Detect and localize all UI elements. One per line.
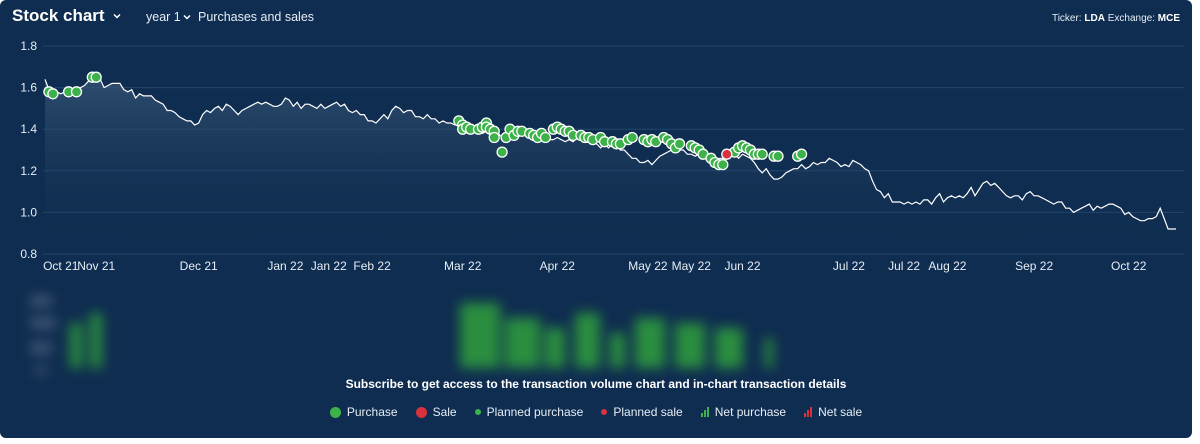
x-tick-label: Oct 22	[1111, 259, 1147, 273]
ticker-info: Ticker: LDA Exchange: MCE	[1052, 13, 1180, 24]
sale-dot-icon	[415, 406, 427, 418]
purchase-marker	[717, 158, 729, 171]
x-tick-label: Aug 22	[928, 259, 966, 273]
x-tick-label: Sep 22	[1015, 259, 1053, 273]
chart-legend: Purchase Sale Planned purchase Planned s…	[0, 405, 1192, 419]
purchase-marker	[795, 148, 808, 160]
x-tick-label: Jun 22	[725, 259, 761, 273]
purchase-marker	[772, 150, 784, 162]
chevron-down-icon[interactable]	[180, 10, 194, 24]
stock-chart-panel: Stock chart year 1 Purchases and sales T…	[0, 0, 1192, 438]
x-tick-label: Feb 22	[353, 259, 391, 273]
x-tick-label: Mar 22	[444, 259, 482, 273]
purchase-marker	[539, 131, 552, 144]
x-tick-label: Nov 21	[77, 259, 115, 273]
x-tick-label: Jan 22	[311, 259, 347, 273]
y-tick-label: 1.4	[20, 122, 37, 136]
chart-header: Stock chart year 1 Purchases and sales T…	[0, 0, 1192, 36]
legend-net-purchase[interactable]: Net purchase	[700, 405, 787, 419]
legend-sale[interactable]: Sale	[415, 405, 457, 419]
purchase-marker	[47, 88, 59, 100]
x-tick-label: Jul 22	[833, 259, 865, 273]
exchange-value: MCE	[1157, 13, 1180, 24]
x-tick-label: May 22	[672, 259, 712, 273]
subscribe-message: Subscribe to get access to the transacti…	[345, 377, 847, 391]
price-area	[45, 75, 1176, 254]
y-tick-label: 1.0	[20, 205, 37, 219]
purchase-marker	[90, 71, 102, 83]
purchase-marker	[70, 86, 83, 98]
chevron-down-icon[interactable]	[110, 9, 124, 23]
x-tick-label: Jan 22	[267, 259, 303, 273]
x-tick-label: Oct 21	[43, 259, 79, 273]
purchase-marker	[756, 148, 768, 160]
planned-purchase-dot-icon	[474, 409, 481, 415]
period-label: year 1	[146, 10, 181, 24]
y-tick-label: 0.8	[20, 247, 37, 261]
legend-purchase-label: Purchase	[346, 405, 398, 419]
x-tick-label: Jul 22	[888, 259, 920, 273]
net-sale-bars-icon	[804, 407, 813, 417]
ticker-label: Ticker:	[1051, 13, 1082, 24]
planned-sale-dot-icon	[601, 409, 608, 415]
legend-net-sale-label: Net sale	[818, 405, 863, 419]
purchase-marker	[488, 131, 500, 144]
y-tick-label: 1.8	[20, 39, 37, 53]
view-select[interactable]: Purchases and sales	[198, 10, 314, 24]
locked-volume-chart	[0, 288, 1192, 378]
exchange-label: Exchange:	[1107, 13, 1155, 24]
purchase-marker	[673, 138, 686, 150]
legend-planned-purchase-label: Planned purchase	[486, 405, 584, 419]
purchase-marker	[496, 146, 508, 158]
view-label: Purchases and sales	[198, 10, 315, 24]
purchase-dot-icon	[329, 406, 341, 418]
y-tick-label: 1.2	[20, 164, 37, 178]
ticker-value: LDA	[1084, 13, 1105, 24]
legend-planned-sale-label: Planned sale	[613, 405, 683, 419]
net-purchase-bars-icon	[700, 407, 709, 417]
y-tick-label: 1.6	[20, 81, 37, 95]
legend-planned-purchase[interactable]: Planned purchase	[474, 405, 584, 419]
x-tick-label: May 22	[628, 259, 668, 273]
sale-marker	[721, 148, 733, 160]
x-tick-label: Apr 22	[540, 259, 576, 273]
legend-sale-label: Sale	[432, 405, 457, 419]
x-tick-label: Dec 21	[180, 259, 218, 273]
chart-title: Stock chart	[12, 6, 105, 25]
legend-net-sale[interactable]: Net sale	[804, 405, 862, 419]
period-select[interactable]: year 1	[146, 10, 181, 24]
purchase-marker	[626, 131, 638, 144]
legend-net-purchase-label: Net purchase	[714, 405, 787, 419]
legend-purchase[interactable]: Purchase	[329, 405, 398, 419]
legend-planned-sale[interactable]: Planned sale	[601, 405, 683, 419]
